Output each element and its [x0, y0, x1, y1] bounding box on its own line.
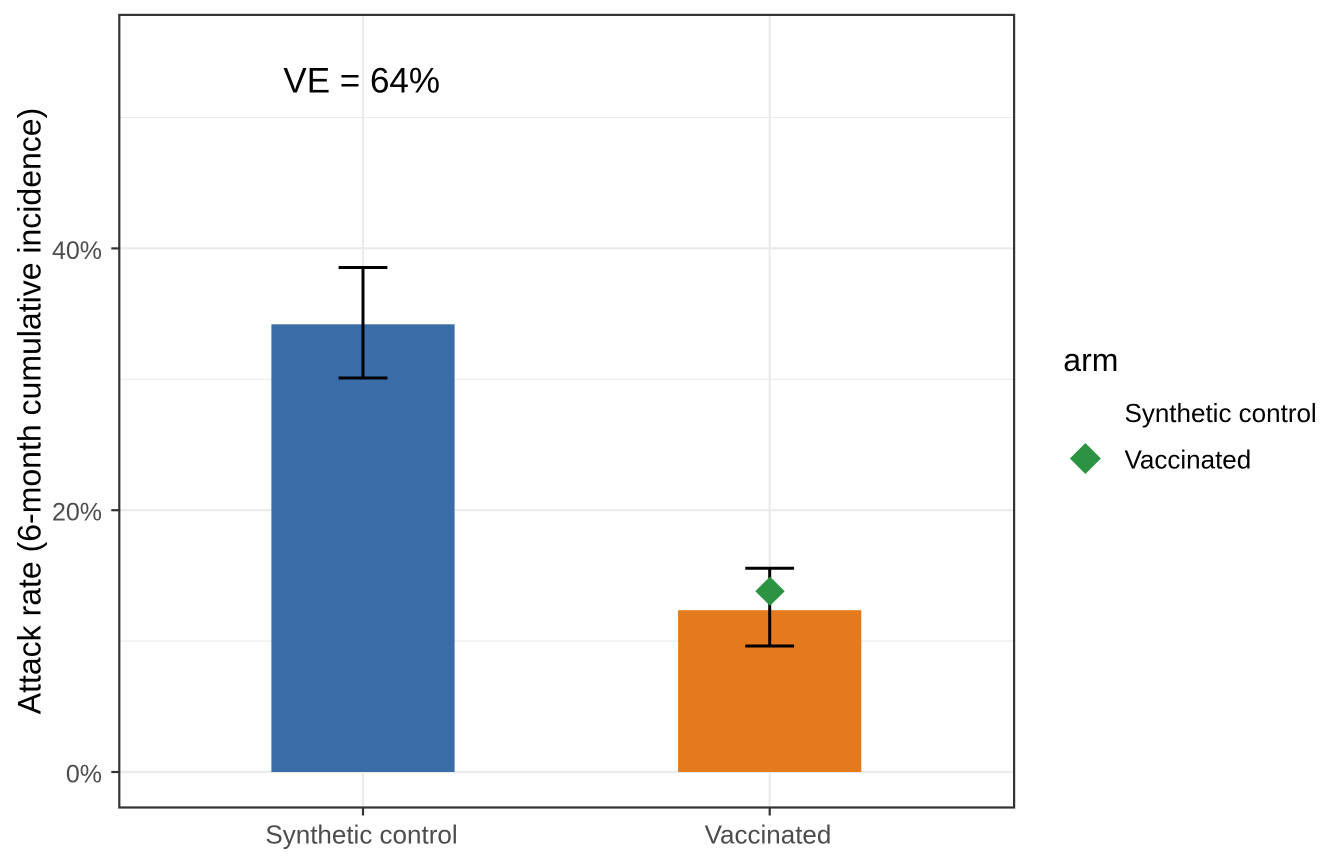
svg-text:Attack rate (6-month cumulativ: Attack rate (6-month cumulative incidenc… [11, 108, 47, 714]
svg-text:20%: 20% [52, 499, 102, 527]
svg-text:40%: 40% [52, 237, 102, 265]
svg-text:Vaccinated: Vaccinated [1125, 445, 1252, 475]
svg-text:Synthetic control: Synthetic control [1125, 398, 1317, 428]
svg-text:arm: arm [1063, 342, 1118, 378]
svg-text:0%: 0% [66, 761, 102, 789]
svg-text:Vaccinated: Vaccinated [705, 819, 832, 849]
svg-text:Synthetic control: Synthetic control [265, 819, 457, 849]
svg-text:VE = 64%: VE = 64% [283, 62, 440, 101]
